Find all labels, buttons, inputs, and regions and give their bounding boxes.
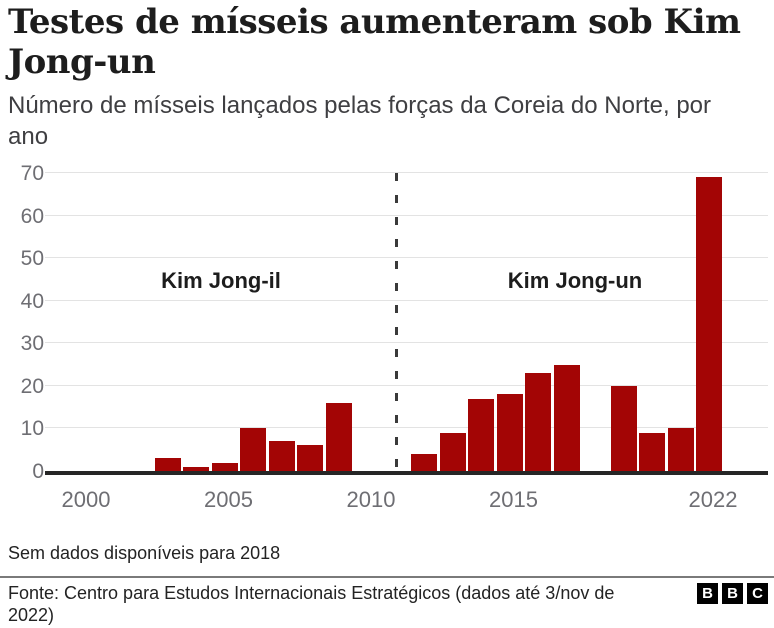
bar-2013	[439, 432, 466, 471]
bbc-logo-block-b: B	[722, 583, 743, 604]
footer-divider	[0, 576, 774, 578]
bar-2021	[667, 428, 694, 471]
y-axis-tick-label-20: 20	[20, 374, 44, 398]
gridline-60	[45, 214, 768, 216]
bar-2005	[211, 462, 238, 471]
bbc-logo-block-c: C	[747, 583, 768, 604]
gridline-70	[45, 172, 768, 173]
chart-footnote: Sem dados disponíveis para 2018	[8, 543, 281, 563]
era-label-kim-jong-un: Kim Jong-un	[507, 268, 643, 293]
y-axis-tick-label-70: 70	[20, 162, 44, 185]
x-axis-tick-label-2000: 2000	[61, 487, 111, 512]
gridline-10	[45, 427, 768, 429]
bar-2019	[610, 385, 637, 471]
chart-subtitle: Número de mísseis lançados pelas forças …	[8, 92, 712, 150]
source-text: Fonte: Centro para Estudos Internacionai…	[8, 583, 615, 625]
y-axis-tick-label-50: 50	[20, 247, 44, 271]
plot-area	[45, 172, 768, 475]
x-axis-tick-label-2022: 2022	[688, 487, 738, 512]
x-axis-tick-label-2015: 2015	[489, 487, 538, 512]
y-axis-tick-label-40: 40	[20, 289, 44, 313]
y-axis-tick-label-10: 10	[20, 417, 44, 441]
bar-2015	[496, 394, 523, 471]
bar-2020	[639, 432, 665, 471]
y-axis-tick-label-30: 30	[20, 332, 44, 356]
x-axis-tick-label-2010: 2010	[346, 487, 396, 512]
bar-2006	[240, 428, 266, 471]
bar-2004	[183, 466, 209, 471]
bar-2009	[325, 402, 352, 471]
gridline-40	[45, 299, 768, 301]
bar-2014	[468, 398, 494, 471]
bbc-logo-block-b: B	[697, 583, 718, 604]
gridline-20	[45, 384, 768, 386]
bar-2022	[696, 177, 722, 471]
chart-title: Testes de mísseis aumenteram sob Kim Jon…	[8, 2, 741, 82]
era-divider-line	[394, 173, 398, 472]
gridline-50	[45, 257, 768, 259]
y-axis-tick-label-60: 60	[20, 204, 44, 228]
gridline-30	[45, 342, 768, 344]
bar-2003	[154, 458, 181, 471]
bar-2017	[553, 364, 580, 471]
bar-2008	[297, 445, 323, 471]
bar-2016	[525, 373, 551, 471]
bar-2007	[268, 441, 295, 471]
y-axis-tick-label-0: 0	[32, 460, 44, 483]
era-label-kim-jong-il: Kim Jong-il	[161, 268, 281, 293]
bar-2012	[411, 453, 437, 471]
x-axis-tick-label-2005: 2005	[204, 487, 253, 512]
